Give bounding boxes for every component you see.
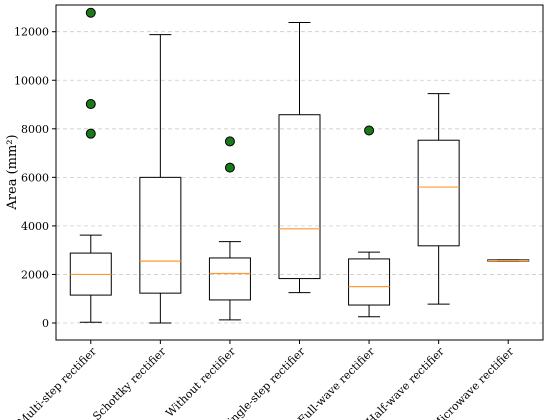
outlier-point: [224, 162, 235, 173]
box-rect: [139, 176, 182, 294]
box-rect: [348, 258, 391, 306]
y-tick-label: 2000: [21, 268, 49, 281]
outlier-point: [224, 136, 235, 147]
box-2: [208, 136, 251, 321]
box-rect: [208, 257, 251, 301]
x-tick-label: Full-wave rectifier: [295, 344, 377, 420]
outlier-point: [85, 99, 96, 110]
y-tick-label: 12000: [14, 26, 49, 39]
box-series: [69, 7, 530, 324]
box-rect: [278, 114, 321, 280]
y-axis-label: Area (mm²): [5, 134, 20, 210]
y-tick-label: 4000: [21, 220, 49, 233]
box-4: [348, 125, 391, 318]
outlier-point: [85, 128, 96, 139]
outlier-point: [85, 7, 96, 18]
x-tick-label: Schottky rectifier: [90, 344, 169, 420]
box-1: [139, 34, 182, 324]
box-3: [278, 21, 321, 294]
y-tick-label: 0: [42, 317, 49, 330]
box-0: [69, 7, 112, 323]
y-tick-label: 6000: [21, 171, 49, 184]
x-tick-label: Without rectifier: [163, 344, 238, 419]
box-rect: [417, 139, 460, 247]
x-tick-label: Multi-step rectifier: [15, 344, 99, 420]
box-5: [417, 93, 460, 305]
y-axis: 0 2000 4000 6000 8000 10000 12000: [14, 26, 56, 330]
outlier-point: [364, 125, 375, 136]
y-tick-label: 8000: [21, 123, 49, 136]
x-tick-label: Half-wave rectifier: [364, 344, 447, 420]
box-6: [487, 259, 530, 262]
y-tick-label: 10000: [14, 74, 49, 87]
